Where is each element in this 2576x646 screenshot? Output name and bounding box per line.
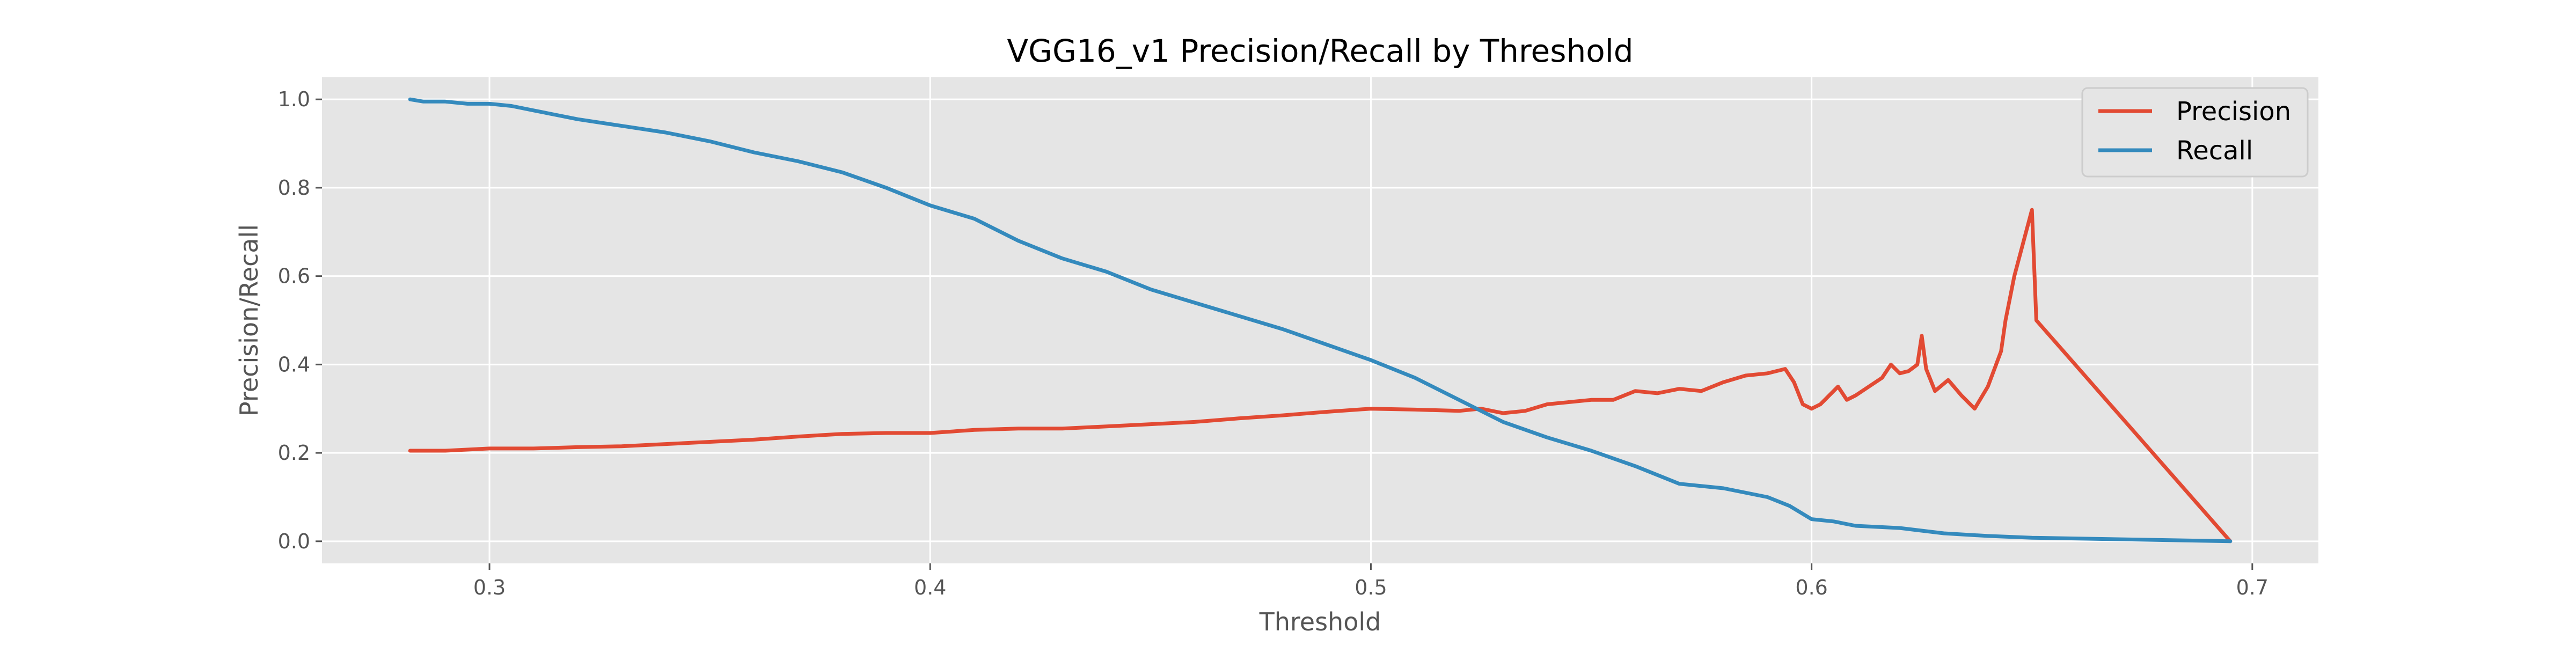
- y-tick-label: 0.8: [278, 176, 310, 200]
- legend-label-recall: Recall: [2176, 136, 2253, 166]
- x-tick-label: 0.7: [2236, 576, 2268, 599]
- x-tick-label: 0.4: [914, 576, 946, 599]
- x-tick-label: 0.5: [1355, 576, 1387, 599]
- y-tick-label: 1.0: [278, 87, 310, 111]
- axis-ticks: 0.3 0.4 0.5 0.6 0.7 0.0 0.2 0.4 0.6 0.8 1.0: [278, 87, 2268, 599]
- x-tick-label: 0.6: [1795, 576, 1827, 599]
- chart-title: VGG16_v1 Precision/Recall by Threshold: [1007, 33, 1633, 69]
- x-tick-label: 0.3: [473, 576, 506, 599]
- series-line-recall: [408, 97, 2233, 544]
- y-tick-label: 0.6: [278, 265, 310, 288]
- y-axis-label: Precision/Recall: [235, 224, 264, 416]
- series-line-precision: [408, 208, 2233, 544]
- y-tick-label: 0.4: [278, 353, 310, 376]
- legend-label-precision: Precision: [2176, 97, 2291, 127]
- plot-area-background: [322, 77, 2318, 563]
- y-tick-label: 0.0: [278, 530, 310, 553]
- series-lines: [408, 97, 2233, 544]
- x-axis-label: Threshold: [1259, 607, 1381, 636]
- y-tick-label: 0.2: [278, 441, 310, 465]
- grid-lines: [322, 77, 2318, 563]
- legend: Precision Recall: [2081, 87, 2309, 178]
